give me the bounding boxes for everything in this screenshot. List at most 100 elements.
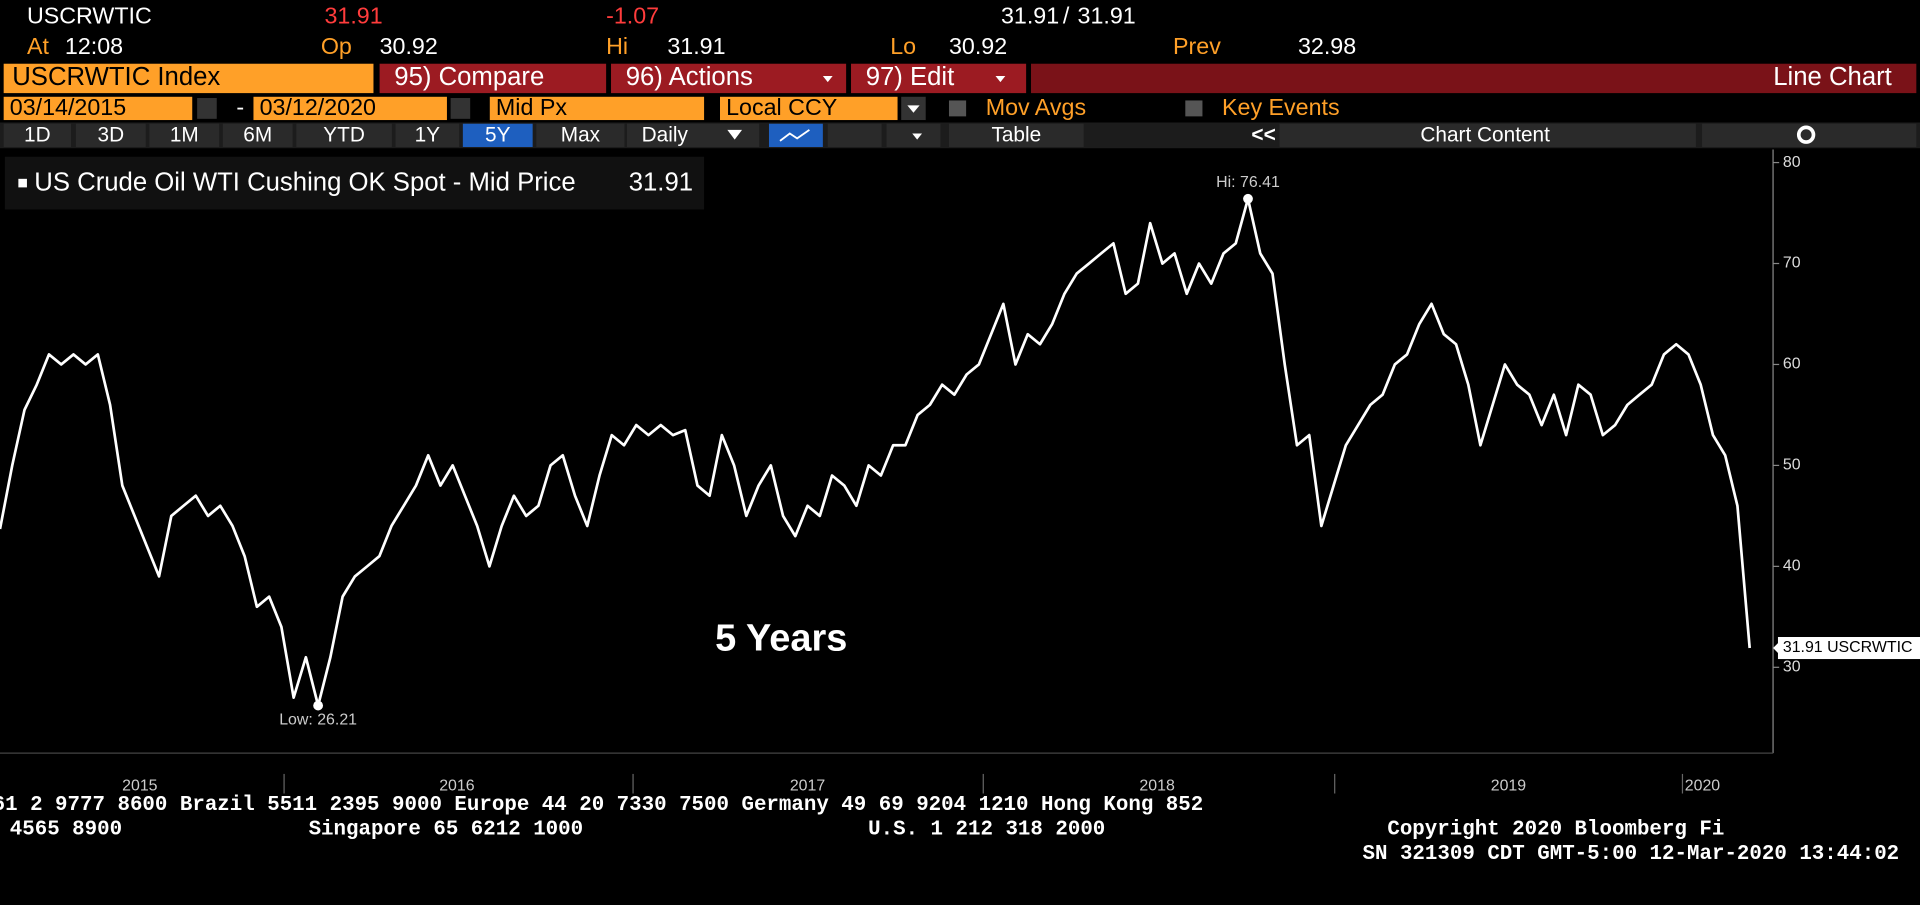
edit-button[interactable] xyxy=(851,63,1027,94)
line-chart-icon[interactable] xyxy=(768,123,823,147)
period-button[interactable] xyxy=(395,123,460,147)
frequency-button[interactable] xyxy=(626,123,760,147)
period-button[interactable] xyxy=(296,123,392,147)
bar-chart-icon[interactable] xyxy=(827,123,882,147)
security[interactable]: USCRWTIC Index xyxy=(12,63,220,91)
period-label[interactable]: 1M xyxy=(170,123,199,146)
open-value: 30.92 xyxy=(380,33,438,59)
footer-line: Copyright 2020 Bloomberg Fi xyxy=(1387,819,1724,842)
high-value: 31.91 xyxy=(667,33,725,59)
year-separators xyxy=(283,773,1684,794)
gear-icon[interactable] xyxy=(1796,125,1816,144)
view-bar xyxy=(1031,63,1917,94)
x-tick-label: 2015 xyxy=(122,777,158,794)
checkbox[interactable] xyxy=(1185,100,1203,117)
x-tick-label: 2016 xyxy=(439,777,475,794)
dropdown-arrow xyxy=(912,133,923,140)
period-button[interactable] xyxy=(149,123,220,147)
legend-price: 31.91 xyxy=(629,169,693,197)
high-label: Hi xyxy=(606,33,628,59)
period-button[interactable] xyxy=(75,123,146,147)
dropdown-arrow xyxy=(822,75,833,83)
x-tick-label: 2019 xyxy=(1491,777,1527,794)
table-button[interactable] xyxy=(948,123,1084,147)
footer-line: 61 2 9777 8600 Brazil 5511 2395 9000 Eur… xyxy=(0,794,1203,817)
period-label[interactable]: 1D xyxy=(24,123,51,146)
compare-button[interactable] xyxy=(379,63,607,94)
high-marker xyxy=(1243,193,1253,204)
bid: 31.91 xyxy=(1001,2,1059,28)
settings-button[interactable] xyxy=(1702,123,1917,147)
last-price: 31.91 xyxy=(324,2,382,28)
period-label[interactable]: 1Y xyxy=(415,123,441,146)
period-label[interactable]: 5Y xyxy=(485,123,511,146)
dropdown-arrow xyxy=(727,129,743,140)
calendar-icon[interactable] xyxy=(450,98,471,119)
edit[interactable]: 97) Edit xyxy=(866,63,955,91)
y-tick-label: 70 xyxy=(1783,255,1801,272)
footer-line: 4565 8900 xyxy=(10,819,122,842)
start-date-box[interactable] xyxy=(3,96,193,121)
x-tick-label: 2017 xyxy=(790,777,826,794)
y-tick-label: 50 xyxy=(1783,457,1801,474)
currency[interactable]: Local CCY xyxy=(726,94,837,120)
high-label: Hi: 76.41 xyxy=(1216,174,1280,191)
at-value: 12:08 xyxy=(65,33,123,59)
period-label[interactable]: YTD xyxy=(323,123,365,146)
key-events[interactable]: Key Events xyxy=(1222,94,1340,120)
chart-content-button[interactable] xyxy=(1279,123,1696,147)
footer-line: U.S. 1 212 318 2000 xyxy=(868,819,1105,842)
ticker: USCRWTIC xyxy=(27,2,152,28)
mov-avgs[interactable]: Mov Avgs xyxy=(986,94,1086,120)
table[interactable]: Table xyxy=(991,123,1041,146)
chart-content[interactable]: Chart Content xyxy=(1420,123,1550,146)
checkbox[interactable] xyxy=(948,100,967,117)
low-label: Lo xyxy=(890,33,916,59)
period-button[interactable] xyxy=(536,123,625,147)
end-date[interactable]: 03/12/2020 xyxy=(260,94,376,120)
period-button[interactable] xyxy=(462,123,533,147)
compare[interactable]: 95) Compare xyxy=(394,63,544,91)
dropdown-arrow xyxy=(907,105,920,113)
line-icon xyxy=(779,129,810,142)
frequency[interactable]: Daily xyxy=(642,123,689,146)
period-button[interactable] xyxy=(3,123,72,147)
period-buttons: 1D 3D 1M 6M YTD 1Y 5Y Max xyxy=(3,123,625,147)
open-label: Op xyxy=(321,33,352,59)
y-tick-label: 80 xyxy=(1783,154,1801,171)
actions-button[interactable] xyxy=(611,63,847,94)
x-tick-label: 2020 xyxy=(1685,777,1721,794)
y-tick-label: 40 xyxy=(1783,558,1801,575)
period-label[interactable]: Max xyxy=(561,123,601,146)
legend-swatch xyxy=(18,178,27,188)
calendar-icon[interactable] xyxy=(197,98,217,119)
ask: 31.91 xyxy=(1078,2,1136,28)
change: -1.07 xyxy=(606,2,659,28)
field[interactable]: Mid Px xyxy=(496,94,567,120)
legend-name: US Crude Oil WTI Cushing OK Spot - Mid P… xyxy=(34,169,575,197)
date-separator: - xyxy=(236,94,244,120)
security-box[interactable] xyxy=(3,63,374,94)
start-date[interactable]: 03/14/2015 xyxy=(10,94,126,120)
price-line xyxy=(0,197,1752,707)
separator: / xyxy=(1063,2,1070,28)
actions[interactable]: 96) Actions xyxy=(626,63,753,91)
dropdown-arrow xyxy=(995,75,1006,83)
currency-box[interactable] xyxy=(720,96,898,121)
period-button[interactable] xyxy=(222,123,293,147)
x-tick-label: 2018 xyxy=(1139,777,1175,794)
low-value: 30.92 xyxy=(949,33,1007,59)
collapse[interactable]: << xyxy=(1251,123,1275,146)
last-price-label: 31.91 USCRWTIC xyxy=(1783,639,1913,656)
period-annotation: 5 Years xyxy=(715,617,847,659)
period-label[interactable]: 6M xyxy=(243,123,272,146)
period-label[interactable]: 3D xyxy=(98,123,125,146)
legend-box xyxy=(4,156,705,210)
low-label: Low: 26.21 xyxy=(279,711,357,728)
more-dropdown[interactable] xyxy=(886,123,941,147)
field-box[interactable] xyxy=(489,96,705,121)
end-date-box[interactable] xyxy=(253,96,447,121)
low-marker xyxy=(313,700,324,711)
